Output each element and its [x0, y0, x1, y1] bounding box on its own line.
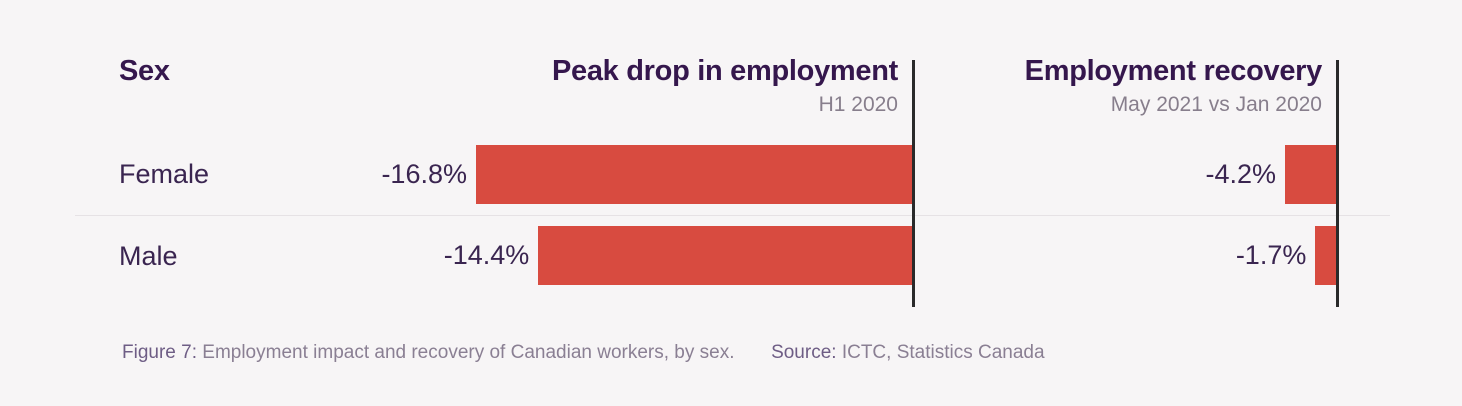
figure-label: Figure 7: — [122, 342, 197, 363]
peak-drop-bar-female — [476, 145, 912, 204]
row-separator — [75, 215, 1390, 216]
peak-drop-title: Peak drop in employment — [551, 55, 898, 87]
recovery-zero-axis — [1336, 60, 1339, 307]
recovery-bar-female — [1285, 145, 1336, 204]
recovery-value-male: -1.7% — [1235, 240, 1307, 270]
recovery-title: Employment recovery — [1024, 55, 1323, 87]
figure-caption: Figure 7: Employment impact and recovery… — [122, 342, 1045, 364]
category-label-male: Male — [119, 241, 178, 271]
source-text: ICTC, Statistics Canada — [841, 342, 1045, 363]
category-label-female: Female — [119, 159, 210, 189]
peak-drop-value-female: -16.8% — [381, 159, 467, 189]
peak-drop-subtitle: H1 2020 — [818, 93, 898, 116]
peak-drop-value-male: -14.4% — [443, 240, 530, 270]
peak-drop-zero-axis — [912, 60, 915, 307]
figure-caption-text: Employment impact and recovery of Canadi… — [202, 342, 735, 363]
recovery-value-female: -4.2% — [1205, 159, 1276, 189]
peak-drop-bar-male — [538, 226, 912, 285]
category-column-header: Sex — [119, 55, 170, 87]
recovery-subtitle: May 2021 vs Jan 2020 — [1110, 93, 1322, 116]
source-label: Source: — [771, 342, 837, 363]
recovery-bar-male — [1315, 226, 1336, 285]
